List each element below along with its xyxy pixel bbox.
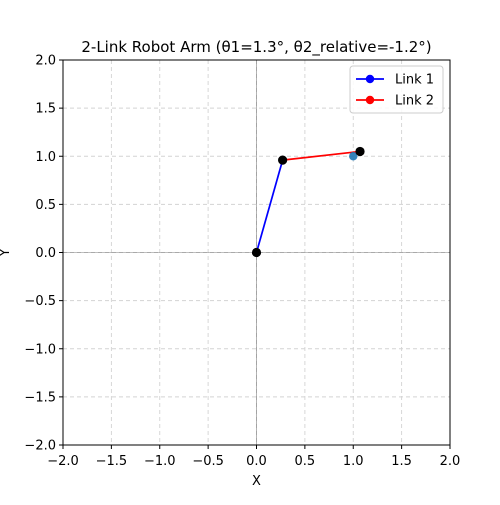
axis-ticks: −2.0 −1.5 −1.0 −0.5 0.0 0.5 1.0 1.5 2.0 −2.0 −1.5 −… — [24, 54, 460, 470]
link-1-line — [255, 159, 284, 253]
legend-label-link-2: Link 2 — [395, 94, 434, 109]
y-tick-label: 1.5 — [35, 102, 56, 117]
target-point — [349, 152, 358, 161]
x-axis-label: X — [252, 474, 261, 489]
x-tick-label: 0.5 — [295, 454, 316, 469]
x-tick-label: −0.5 — [192, 454, 224, 469]
legend-marker-link-1 — [365, 74, 375, 84]
x-tick-label: 0.0 — [246, 454, 267, 469]
y-axis-label: Y — [0, 248, 13, 257]
x-tick-label: 2.0 — [440, 454, 461, 469]
x-tick-label: −2.0 — [47, 454, 79, 469]
y-tick-label: −2.0 — [24, 439, 56, 454]
x-tick-label: −1.5 — [96, 454, 128, 469]
marker-layer — [251, 146, 365, 258]
joint-marker — [251, 247, 262, 258]
series-layer — [255, 150, 361, 253]
y-tick-label: −1.0 — [24, 342, 56, 357]
y-tick-label: −0.5 — [24, 294, 56, 309]
x-tick-label: −1.0 — [144, 454, 176, 469]
y-tick-label: 1.0 — [35, 150, 56, 165]
legend-label-link-1: Link 1 — [395, 73, 434, 88]
legend: Link 1 Link 2 — [349, 65, 444, 114]
y-tick-label: −1.5 — [24, 390, 56, 405]
chart-title: 2-Link Robot Arm (θ1=1.3°, θ2_relative=-… — [81, 38, 431, 57]
link-2-line — [282, 150, 361, 161]
x-tick-label: 1.5 — [391, 454, 412, 469]
legend-marker-link-2 — [365, 95, 375, 105]
x-tick-label: 1.0 — [343, 454, 364, 469]
y-tick-label: 2.0 — [35, 54, 56, 69]
y-tick-label: 0.0 — [35, 246, 56, 261]
joint-marker — [355, 146, 365, 157]
y-tick-label: 0.5 — [35, 198, 56, 213]
joint-marker — [278, 155, 288, 165]
